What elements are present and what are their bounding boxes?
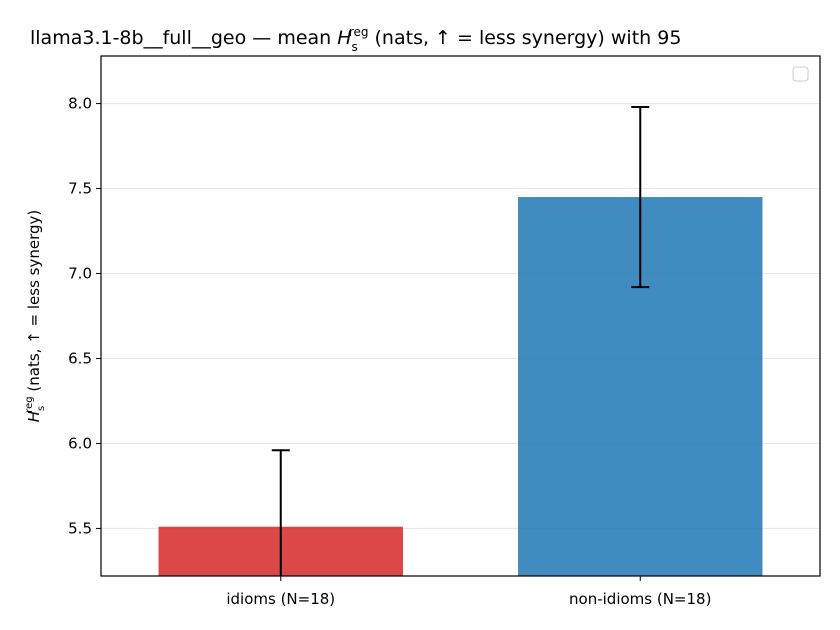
y-tick-label: 6.0 (68, 434, 92, 452)
x-axis-ticks: idioms (N=18) non-idioms (N=18) (226, 576, 711, 608)
bars (158, 197, 763, 576)
y-axis-title: Hsreg (nats, ↑ = less synergy) (24, 210, 47, 423)
chart-title: llama3.1-8b__full__geo — mean Hsreg (nat… (30, 25, 681, 54)
y-axis-ticks: 5.5 6.0 6.5 7.0 7.5 8.0 (68, 95, 101, 537)
y-tick-label: 7.5 (68, 180, 92, 198)
error-bars (271, 105, 650, 576)
plot-frame (100, 55, 821, 577)
y-tick-label: 6.5 (68, 349, 92, 367)
chart-title-prefix: llama3.1-8b__full__geo — mean (30, 27, 337, 49)
chart-title-suffix: (nats, ↑ = less synergy) with 95 (368, 27, 681, 49)
x-tick-label: non-idioms (N=18) (569, 590, 711, 608)
y-tick-label: 5.5 (68, 519, 92, 537)
y-axis-title-suffix: (nats, ↑ = less synergy) (25, 210, 43, 397)
chart-title-symbol: H (337, 27, 351, 49)
legend-box (792, 66, 809, 82)
x-tick-label: idioms (N=18) (226, 590, 335, 608)
y-axis-symbol-sub: s (36, 406, 47, 411)
y-tick-label: 8.0 (68, 95, 92, 113)
y-axis-symbol: H (25, 411, 43, 422)
chart-title-symbol-sup: reg (349, 25, 369, 39)
chart-title-symbol-sub: s (352, 40, 358, 54)
y-tick-label: 7.0 (68, 265, 92, 283)
y-axis-symbol-sup: reg (24, 396, 35, 412)
